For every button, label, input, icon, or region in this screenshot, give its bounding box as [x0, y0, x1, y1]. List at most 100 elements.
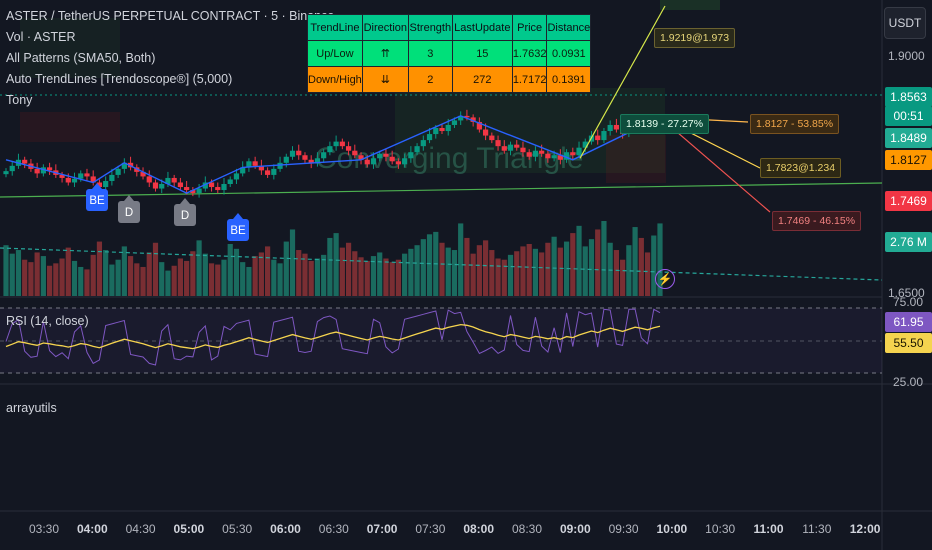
indicator-auto-trendlines[interactable]: Auto TrendLines [Trendoscope®] (5,000): [6, 72, 233, 86]
candle-body: [314, 158, 321, 164]
table-cell: 0.0931: [546, 40, 592, 67]
candle-body: [196, 188, 202, 194]
volume-bar: [582, 246, 588, 296]
volume-bar: [570, 233, 576, 296]
target-label-green[interactable]: 1.8139 - 27.27%: [620, 114, 710, 134]
candle-body: [352, 150, 358, 156]
target-label-up[interactable]: 1.9219@1.973: [654, 28, 736, 48]
candle-body: [240, 167, 246, 174]
candle-body: [59, 174, 65, 178]
volume-bar: [458, 223, 464, 296]
volume-bar: [78, 266, 84, 296]
volume-bar: [314, 258, 321, 296]
trendline-table-header: TrendLine Direction Strength LastUpdate …: [307, 14, 592, 41]
volume-bar: [59, 258, 65, 296]
indicator-all-patterns[interactable]: All Patterns (SMA50, Both): [6, 51, 156, 65]
currency-button[interactable]: USDT: [884, 7, 926, 39]
indicator-volume[interactable]: Vol · ASTER: [6, 30, 76, 44]
indicator-tony[interactable]: Tony: [6, 93, 33, 107]
volume-bar: [657, 223, 663, 296]
arrayutils-label[interactable]: arrayutils: [6, 401, 57, 415]
price-axis-bg: [882, 0, 932, 550]
candle-body: [115, 168, 121, 175]
volume-bar: [383, 258, 389, 296]
candle-body: [90, 176, 96, 183]
table-cell: 15: [451, 40, 513, 67]
pattern-be-label[interactable]: BE: [86, 183, 108, 211]
volume-bar: [165, 270, 171, 296]
price-badge-last: 1.8563: [885, 87, 932, 107]
volume-bar: [532, 248, 539, 296]
volume-bar: [233, 248, 240, 296]
volume-bar: [495, 258, 501, 296]
candle-body: [408, 152, 414, 159]
target-label-down[interactable]: 1.7469 - 46.15%: [772, 211, 862, 231]
volume-bar: [140, 266, 146, 296]
candle-body: [582, 141, 588, 148]
time-tick-label: 08:30: [511, 522, 543, 536]
volume-bar: [302, 253, 308, 296]
volume-bar: [414, 245, 420, 296]
symbol-title[interactable]: ASTER / TetherUS PERPETUAL CONTRACT · 5 …: [6, 9, 335, 23]
candle-body: [395, 161, 401, 165]
volume-bar: [445, 247, 451, 296]
candle-body: [152, 182, 159, 189]
candle-body: [439, 128, 445, 132]
candle-body: [109, 174, 115, 181]
pattern-zone-box: [606, 135, 666, 183]
candle-body: [370, 158, 377, 165]
candle-body: [252, 161, 258, 166]
candle-body: [451, 120, 458, 125]
candle-body: [177, 182, 183, 188]
price-tick-top: 1.9000: [888, 49, 925, 63]
table-cell: 272: [451, 66, 513, 93]
candle-body: [327, 146, 333, 153]
time-tick-label: 06:30: [318, 522, 349, 536]
candle-body: [445, 124, 451, 132]
trendline-table: TrendLine Direction Strength LastUpdate …: [307, 14, 592, 93]
candle-body: [146, 176, 152, 183]
rsi-tick-bottom: 25.00: [893, 375, 924, 389]
rsi-label[interactable]: RSI (14, close): [6, 314, 89, 328]
time-tick-label: 09:00: [559, 522, 591, 536]
pattern-d-label[interactable]: D: [174, 198, 196, 226]
time-tick-label: 10:30: [705, 522, 736, 536]
volume-bar: [240, 262, 246, 296]
candle-body: [339, 141, 345, 147]
volume-bar: [127, 256, 134, 296]
volume-bar: [90, 254, 96, 296]
time-tick-label: 11:00: [753, 522, 784, 536]
table-cell: ⇈: [361, 40, 409, 67]
candle-body: [34, 168, 40, 174]
pattern-d-label[interactable]: D: [118, 195, 140, 223]
candle-body: [47, 167, 53, 171]
target-label-mid2[interactable]: 1.7823@1.234: [760, 158, 842, 178]
table-header-cell: Price: [511, 14, 548, 41]
candle-body: [308, 159, 314, 164]
target-label-mid[interactable]: 1.8127 - 53.85%: [750, 114, 840, 134]
candle-body: [507, 144, 514, 151]
candle-body: [601, 131, 607, 141]
candle-body: [383, 153, 389, 157]
time-tick-label: 05:00: [173, 522, 205, 536]
volume-bar: [551, 236, 557, 296]
pattern-be-label[interactable]: BE: [227, 213, 249, 241]
time-tick-label: 05:30: [222, 522, 253, 536]
candle-body: [84, 173, 90, 177]
candle-body: [414, 146, 420, 153]
time-tick-label: 07:00: [366, 522, 398, 536]
volume-bar: [152, 242, 159, 296]
volume-bar: [470, 253, 476, 296]
candle-body: [570, 152, 576, 156]
volume-bar: [632, 227, 638, 296]
table-cell: Up/Low: [307, 40, 363, 67]
volume-bar: [607, 242, 613, 296]
candle-body: [345, 146, 352, 151]
lightning-icon[interactable]: ⚡: [655, 269, 675, 289]
candle-body: [78, 173, 84, 179]
rsi-line: [5, 308, 661, 366]
volume-bar: [595, 229, 601, 296]
volume-bar: [507, 254, 514, 296]
candle-body: [402, 158, 408, 165]
